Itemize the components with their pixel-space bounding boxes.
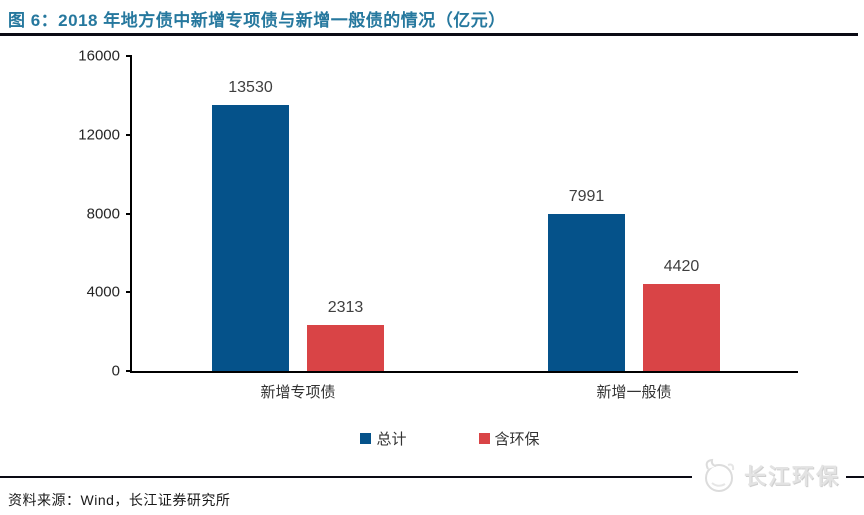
y-tick-label: 16000 [78,47,120,65]
bar-value-label: 4420 [663,257,700,275]
legend-label: 总计 [376,431,407,448]
y-tick-label: 0 [111,362,120,380]
y-tick-mark [126,370,132,372]
x-category-label: 新增专项债 [260,384,336,401]
y-tick-label: 8000 [86,205,120,222]
brand-watermark: 长江环保 [691,450,846,500]
title-divider [0,33,858,36]
y-tick-mark [126,212,132,215]
y-tick-mark [126,133,132,136]
legend-swatch-total [360,433,372,444]
legend-swatch-env [478,433,490,444]
brand-name: 长江环保 [743,464,840,489]
x-category-label: 新增一般债 [596,384,672,401]
chart-legend: 总计 含环保 [130,428,770,449]
bar-value-label: 13530 [228,78,273,96]
source-note: 资料来源：Wind，长江证券研究所 [8,492,231,508]
bar-total-general: 7991 [548,188,625,371]
y-tick-label: 12000 [78,126,120,144]
y-tick-mark [126,291,132,294]
footer-divider [0,476,864,478]
y-tick-label: 4000 [86,283,120,301]
legend-label: 含环保 [494,431,540,448]
chart-title: 图 6：2018 年地方债中新增专项债与新增一般债的情况（亿元） [8,11,506,30]
y-tick-mark [126,55,132,57]
legend-item-total: 总计 [360,428,407,449]
plot-area: 0 4000 8000 12000 16000 13530 2313 7991 4420… [78,48,798,401]
legend-item-env: 含环保 [478,428,540,449]
bar-env-special: 2313 [307,299,384,371]
bar-value-label: 2313 [327,299,364,317]
dolphin-icon [704,458,735,492]
bar-value-label: 7991 [568,187,605,205]
bar-total-special: 13530 [212,79,289,371]
bar-env-general: 4420 [643,258,720,371]
